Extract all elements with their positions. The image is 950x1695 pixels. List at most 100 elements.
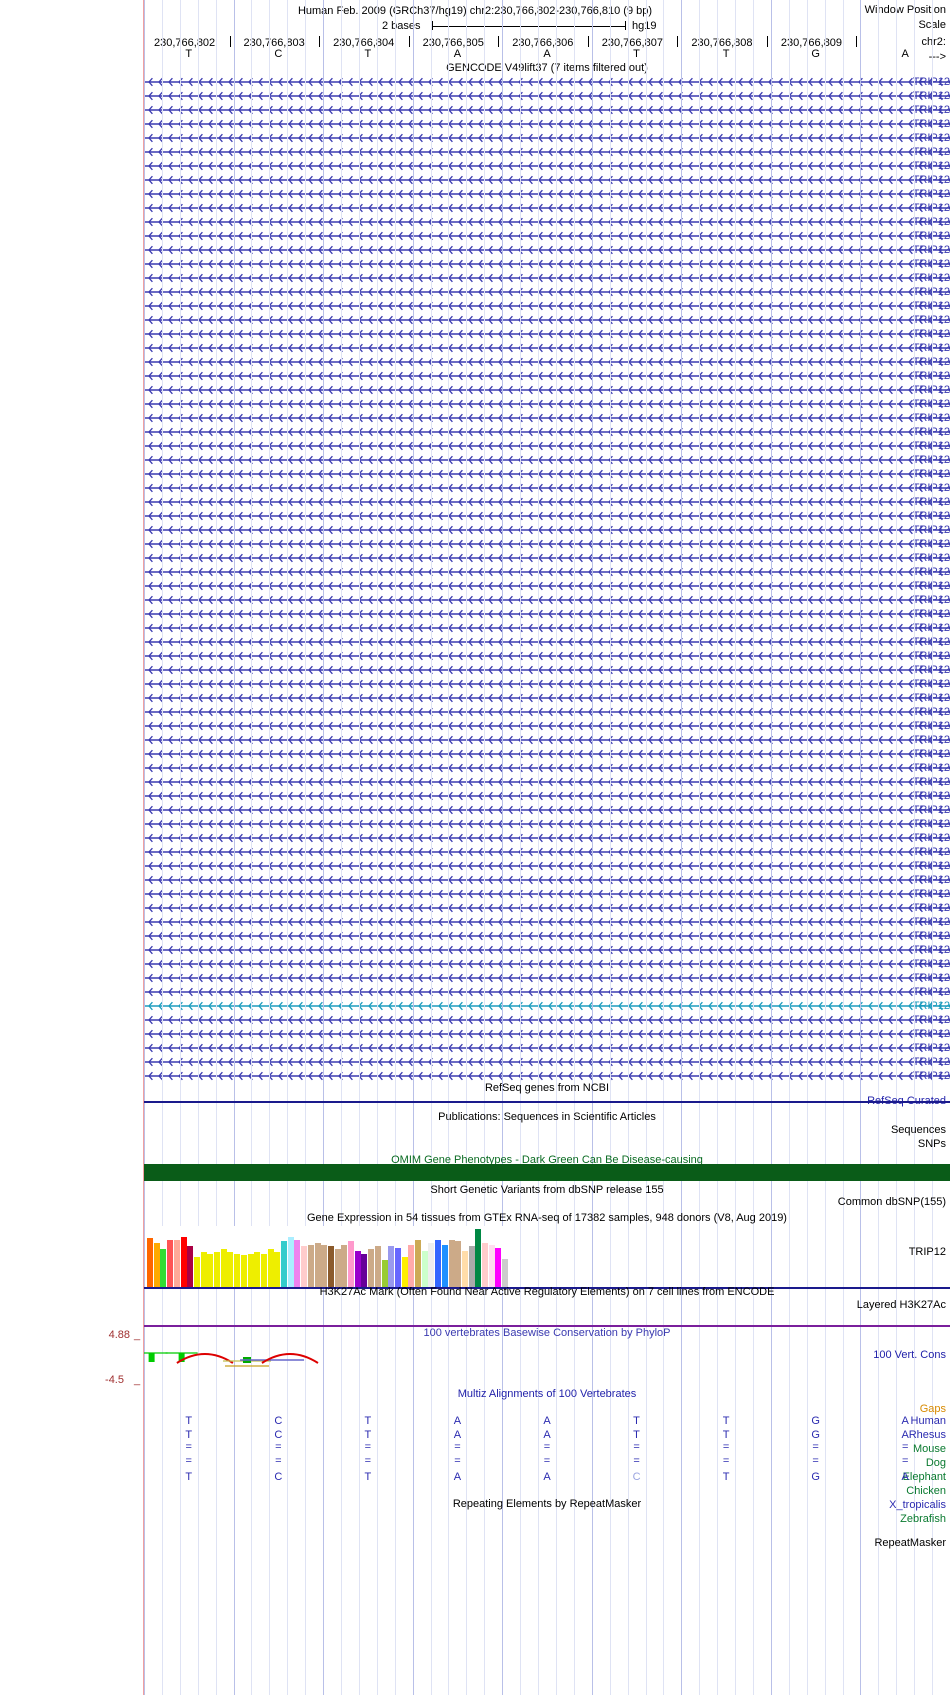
gene-row[interactable]: TRIP12 (0, 369, 950, 383)
gtex-tissue-bar[interactable] (374, 1246, 381, 1288)
gene-intron-line[interactable] (144, 999, 950, 1013)
gene-intron-line[interactable] (144, 1055, 950, 1069)
gene-intron-line[interactable] (144, 635, 950, 649)
gtex-tissue-bar[interactable] (482, 1243, 489, 1288)
gtex-tissue-bar[interactable] (394, 1248, 401, 1288)
gene-intron-line[interactable] (144, 145, 950, 159)
gene-row[interactable]: TRIP12 (0, 733, 950, 747)
gene-row[interactable]: TRIP12 (0, 957, 950, 971)
gene-intron-line[interactable] (144, 831, 950, 845)
gene-row[interactable]: TRIP12 (0, 159, 950, 173)
gtex-tissue-bar[interactable] (475, 1229, 482, 1288)
gene-row[interactable]: TRIP12 (0, 761, 950, 775)
gene-intron-line[interactable] (144, 747, 950, 761)
gene-row[interactable]: TRIP12 (0, 327, 950, 341)
gene-intron-line[interactable] (144, 957, 950, 971)
gene-intron-line[interactable] (144, 887, 950, 901)
gene-row[interactable]: TRIP12 (0, 131, 950, 145)
gene-intron-line[interactable] (144, 509, 950, 523)
gene-row[interactable]: TRIP12 (0, 425, 950, 439)
gene-intron-line[interactable] (144, 537, 950, 551)
gtex-tissue-bar[interactable] (153, 1243, 160, 1288)
gene-intron-line[interactable] (144, 523, 950, 537)
gene-row[interactable]: TRIP12 (0, 215, 950, 229)
gene-intron-line[interactable] (144, 915, 950, 929)
gene-intron-line[interactable] (144, 719, 950, 733)
gene-intron-line[interactable] (144, 439, 950, 453)
species-label[interactable]: Elephant (902, 1471, 946, 1483)
gene-intron-line[interactable] (144, 1041, 950, 1055)
publications-sequences-label[interactable]: Sequences (890, 1124, 946, 1136)
gtex-gene-label[interactable]: TRIP12 (908, 1246, 946, 1258)
gtex-tissue-bar[interactable] (281, 1241, 288, 1288)
gene-intron-line[interactable] (144, 215, 950, 229)
gencode-gene-rows[interactable]: TRIP12 TRIP12 TRIP12 TRIP12 TRIP12 TRIP12 TRIP… (0, 75, 950, 1085)
gene-row[interactable]: TRIP12 (0, 817, 950, 831)
gtex-tissue-bar[interactable] (227, 1252, 234, 1288)
gene-row[interactable]: TRIP12 (0, 1055, 950, 1069)
gene-row[interactable]: TRIP12 (0, 1041, 950, 1055)
gtex-tissue-bar[interactable] (321, 1245, 328, 1288)
gene-intron-line[interactable] (144, 929, 950, 943)
gene-row[interactable]: TRIP12 (0, 355, 950, 369)
gtex-tissue-bar[interactable] (314, 1243, 321, 1288)
gene-row[interactable]: TRIP12 (0, 985, 950, 999)
gtex-tissue-bar[interactable] (461, 1251, 468, 1288)
gene-row[interactable]: TRIP12 (0, 607, 950, 621)
gene-row[interactable]: TRIP12 (0, 649, 950, 663)
gene-row[interactable]: TRIP12 (0, 971, 950, 985)
gene-row[interactable]: TRIP12 (0, 481, 950, 495)
gene-row[interactable]: TRIP12 (0, 551, 950, 565)
gtex-tissue-bar[interactable] (401, 1257, 408, 1288)
species-label[interactable]: Dog (925, 1457, 946, 1469)
gtex-tissue-bar[interactable] (495, 1248, 502, 1288)
gene-row[interactable]: TRIP12 (0, 845, 950, 859)
gene-row[interactable]: TRIP12 (0, 621, 950, 635)
gene-row[interactable]: TRIP12 (0, 859, 950, 873)
gene-intron-line[interactable] (144, 551, 950, 565)
species-label[interactable]: Mouse (912, 1443, 946, 1455)
gene-intron-line[interactable] (144, 285, 950, 299)
phylop-label[interactable]: 100 Vert. Cons (873, 1349, 946, 1361)
gene-row[interactable]: TRIP12 (0, 887, 950, 901)
gene-intron-line[interactable] (144, 761, 950, 775)
gene-row[interactable]: TRIP12 (0, 663, 950, 677)
gene-intron-line[interactable] (144, 257, 950, 271)
gtex-tissue-bar[interactable] (180, 1237, 187, 1288)
gene-row[interactable]: TRIP12 (0, 901, 950, 915)
gene-intron-line[interactable] (144, 425, 950, 439)
gtex-tissue-bar[interactable] (240, 1255, 247, 1288)
gene-row[interactable]: TRIP12 (0, 747, 950, 761)
species-label[interactable]: Zebrafish (900, 1513, 946, 1525)
gene-intron-line[interactable] (144, 271, 950, 285)
gtex-tissue-bar[interactable] (160, 1249, 167, 1288)
gene-intron-line[interactable] (144, 789, 950, 803)
gene-row[interactable]: TRIP12 (0, 75, 950, 89)
gene-intron-line[interactable] (144, 75, 950, 89)
omim-gene-block[interactable] (144, 1164, 950, 1181)
gene-row[interactable]: TRIP12 (0, 537, 950, 551)
gtex-tissue-bar[interactable] (341, 1245, 348, 1288)
gene-intron-line[interactable] (144, 453, 950, 467)
gene-row[interactable]: TRIP12 (0, 1069, 950, 1083)
gene-row[interactable]: TRIP12 (0, 117, 950, 131)
gene-intron-line[interactable] (144, 187, 950, 201)
gene-intron-line[interactable] (144, 873, 950, 887)
h3k27ac-label[interactable]: Layered H3K27Ac (856, 1299, 946, 1311)
gene-intron-line[interactable] (144, 677, 950, 691)
gene-intron-line[interactable] (144, 1013, 950, 1027)
gene-intron-line[interactable] (144, 313, 950, 327)
gene-intron-line[interactable] (144, 775, 950, 789)
gene-row[interactable]: TRIP12 (0, 383, 950, 397)
gene-intron-line[interactable] (144, 663, 950, 677)
gene-row[interactable]: TRIP12 (0, 271, 950, 285)
gene-intron-line[interactable] (144, 1069, 950, 1083)
gene-intron-line[interactable] (144, 705, 950, 719)
gene-row[interactable]: TRIP12 (0, 831, 950, 845)
gene-row[interactable]: TRIP12 (0, 103, 950, 117)
gene-intron-line[interactable] (144, 845, 950, 859)
gtex-tissue-bar[interactable] (254, 1252, 261, 1288)
gene-intron-line[interactable] (144, 593, 950, 607)
gene-intron-line[interactable] (144, 201, 950, 215)
gene-intron-line[interactable] (144, 817, 950, 831)
